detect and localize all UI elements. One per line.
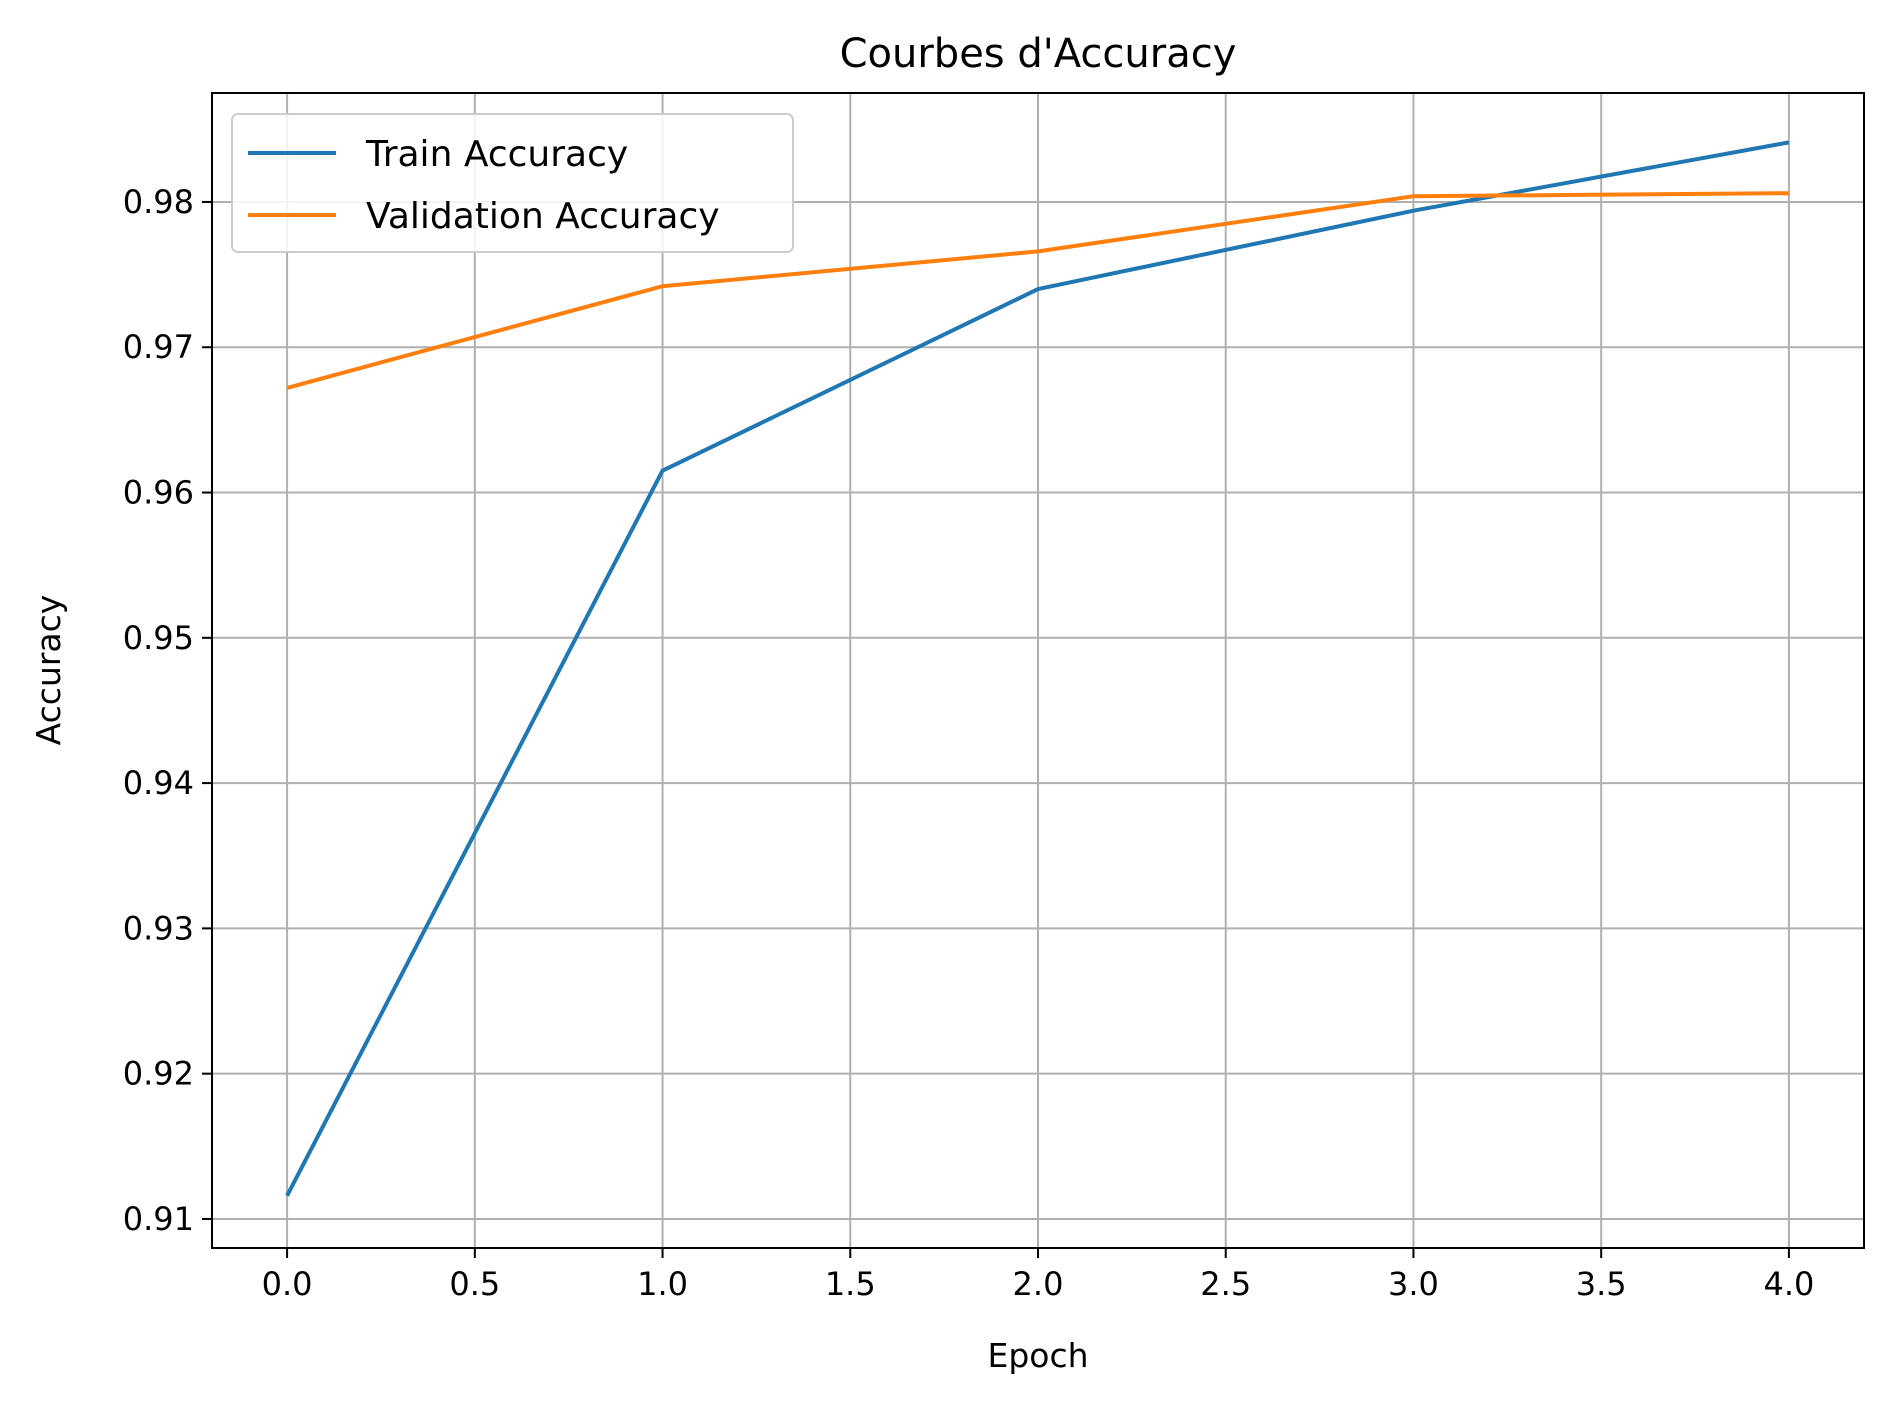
x-tick-label: 0.5 (449, 1265, 500, 1303)
data-point (287, 1195, 288, 1196)
x-tick-label: 2.5 (1200, 1265, 1251, 1303)
y-tick-label: 0.91 (123, 1200, 194, 1238)
data-point (1038, 251, 1039, 252)
legend: Train Accuracy Validation Accuracy (231, 113, 794, 253)
data-point (662, 470, 663, 471)
y-tick-label: 0.94 (123, 764, 194, 802)
y-tick-label: 0.95 (123, 619, 194, 657)
y-tick-label: 0.98 (123, 183, 194, 221)
series-group (285, 140, 1790, 1197)
y-tick-label: 0.92 (123, 1055, 194, 1093)
chart-title: Courbes d'Accuracy (840, 31, 1237, 77)
y-tick-label: 0.93 (123, 909, 194, 947)
x-tick-label: 3.5 (1576, 1265, 1627, 1303)
data-point (1038, 289, 1039, 290)
legend-label: Validation Accuracy (366, 196, 720, 237)
y-tick-label: 0.97 (123, 328, 194, 366)
data-point (1413, 196, 1414, 197)
x-tick-label: 3.0 (1388, 1265, 1439, 1303)
legend-box (231, 113, 794, 253)
data-point (1788, 142, 1789, 143)
data-point (662, 286, 663, 287)
series-line-validation-accuracy (286, 191, 1789, 390)
x-tick-label: 0.0 (262, 1265, 313, 1303)
legend-label: Train Accuracy (365, 134, 628, 175)
y-axis-label: Accuracy (29, 595, 68, 746)
y-tick-label: 0.96 (123, 474, 194, 512)
data-point (1413, 210, 1414, 211)
series-line-train-accuracy (285, 140, 1790, 1197)
data-point (1788, 193, 1789, 194)
legend-items: Train Accuracy Validation Accuracy (248, 134, 720, 237)
x-tick-label: 1.5 (825, 1265, 876, 1303)
data-point (287, 387, 288, 388)
x-axis-ticks: 0.0 0.5 1.0 1.5 2.0 2.5 3.0 3.5 4.0 (262, 1248, 1814, 1303)
x-tick-label: 4.0 (1763, 1265, 1814, 1303)
x-axis-label: Epoch (987, 1336, 1088, 1375)
y-axis-ticks: 0.91 0.92 0.93 0.94 0.95 0.96 0.97 0.98 (123, 183, 212, 1238)
x-tick-label: 2.0 (1013, 1265, 1064, 1303)
x-tick-label: 1.0 (637, 1265, 688, 1303)
